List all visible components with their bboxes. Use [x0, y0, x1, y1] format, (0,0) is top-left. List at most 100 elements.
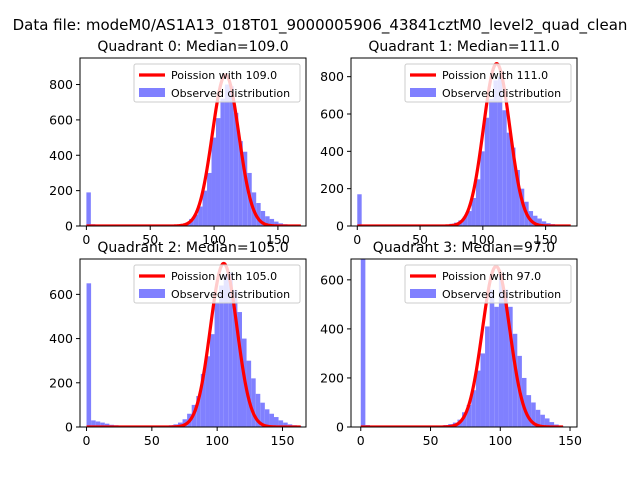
hist-bar [489, 99, 494, 226]
poisson-curve [359, 264, 564, 427]
hist-bar [515, 170, 520, 226]
legend-label-poisson: Poission with 97.0 [442, 270, 541, 283]
y-tick-label: 600 [49, 112, 73, 127]
hist-bar [193, 214, 199, 226]
hist-bar [273, 417, 279, 427]
axes-frame [79, 57, 307, 227]
histogram-0 [86, 84, 301, 226]
hist-bar [503, 289, 509, 427]
hist-bar [214, 303, 220, 427]
hist-bar [95, 421, 101, 427]
hist-bar [196, 396, 201, 427]
hist-bar [100, 422, 105, 427]
x-tick-label: 100 [488, 433, 512, 448]
hist-bar [242, 151, 248, 226]
y-tick-label: 200 [320, 370, 344, 385]
hist-bar [265, 216, 270, 226]
y-tick-label: 600 [49, 287, 73, 302]
hist-bar [360, 259, 366, 427]
hist-bar [255, 393, 261, 427]
poisson-curve [85, 261, 302, 427]
legend-label-observed: Observed distribution [442, 87, 561, 100]
y-tick-label: 400 [320, 321, 344, 336]
panel-title: Quadrant 3: Median=97.0 [373, 240, 555, 256]
hist-bar [484, 117, 490, 226]
axes-frame [79, 258, 307, 428]
legend-label-observed: Observed distribution [442, 288, 561, 301]
hist-bar [531, 402, 536, 427]
legend-patch-swatch [139, 88, 165, 97]
legend-label-poisson: Poission with 109.0 [171, 69, 277, 82]
hist-bar [540, 414, 545, 427]
hist-bar [269, 218, 275, 226]
hist-bar [511, 147, 516, 226]
x-tick-label: 0 [83, 433, 91, 448]
hist-bar [489, 289, 495, 427]
hist-bar [480, 353, 486, 427]
panel-1: 0 50 100 150 0 200 400 600 800 Poission with 111.… [320, 39, 578, 247]
hist-bar [91, 420, 96, 427]
poisson-curve [356, 61, 572, 226]
axes-frame [350, 258, 578, 428]
legend: Poission with 109.0 Observed distribution [133, 63, 301, 103]
hist-bar [251, 378, 256, 427]
hist-bar [493, 80, 498, 226]
legend-label-observed: Observed distribution [171, 87, 290, 100]
hist-bar [233, 112, 239, 226]
hist-bar [86, 283, 92, 427]
legend-label-poisson: Poission with 105.0 [171, 270, 277, 283]
hist-bar [223, 274, 229, 427]
hist-bar [519, 188, 525, 226]
hist-bar [462, 216, 468, 226]
hist-bar [467, 211, 472, 226]
y-tick-label: 200 [49, 375, 73, 390]
hist-bar [228, 272, 233, 427]
hist-bar [506, 132, 512, 226]
x-tick-label: 0 [82, 232, 90, 247]
y-tick-label: 0 [65, 219, 73, 234]
y-tick-label: 400 [320, 144, 344, 159]
hist-bar [480, 151, 485, 226]
legend-label-observed: Observed distribution [171, 288, 290, 301]
hist-bar [494, 306, 499, 427]
panel-title: Quadrant 1: Median=111.0 [368, 39, 559, 55]
hist-bar [471, 198, 476, 226]
hist-bar [274, 221, 279, 226]
hist-bar [202, 190, 208, 226]
panel-0: 0 50 100 150 0 200 400 600 800 Poission with 109.… [49, 39, 307, 247]
legend: Poission with 97.0 Observed distribution [404, 264, 572, 304]
y-tick-label: 200 [320, 181, 344, 196]
hist-bar [475, 370, 481, 427]
x-tick-label: 50 [142, 232, 158, 247]
x-tick-label: 100 [202, 232, 226, 247]
x-tick-label: 150 [534, 232, 558, 247]
legend-box [404, 264, 572, 304]
hist-bar [209, 334, 215, 427]
x-tick-label: 150 [558, 433, 582, 448]
hist-bar [237, 312, 242, 427]
hist-bar [224, 84, 230, 226]
x-tick-label: 100 [205, 433, 229, 448]
histogram-3 [360, 259, 564, 427]
x-tick-label: 0 [353, 232, 361, 247]
hist-bar [533, 215, 538, 226]
panel-title: Quadrant 2: Median=105.0 [97, 240, 288, 256]
hist-bar [207, 172, 212, 226]
legend-box [133, 63, 301, 103]
hist-bar [256, 203, 261, 226]
legend: Poission with 111.0 Observed distribution [404, 63, 572, 103]
legend: Poission with 105.0 Observed distribution [133, 264, 301, 304]
legend-patch-swatch [410, 88, 436, 97]
y-tick-label: 0 [336, 219, 344, 234]
hist-bar [264, 409, 270, 427]
y-tick-label: 0 [336, 420, 344, 435]
hist-bar [260, 402, 265, 427]
hist-bar [86, 192, 91, 226]
hist-bar [537, 218, 542, 226]
hist-bar [535, 409, 541, 427]
hist-bar [549, 422, 555, 427]
hist-bar [215, 118, 221, 226]
hist-bar [526, 395, 532, 427]
y-tick-label: 600 [320, 107, 344, 122]
